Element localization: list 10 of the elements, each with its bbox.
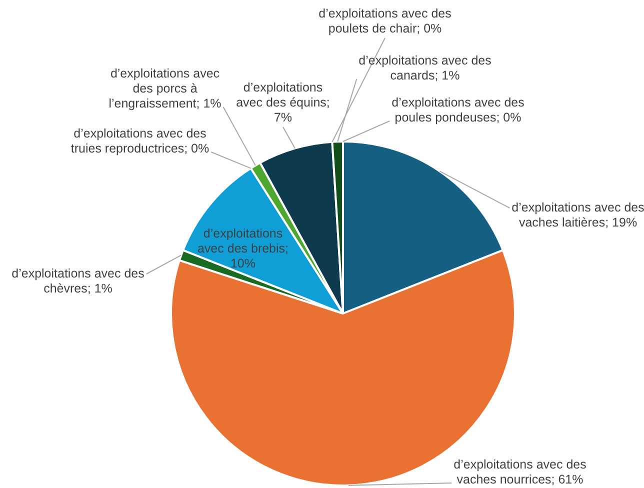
slice-label: d’exploitations avec des porcs à l’engraissement; 1% bbox=[108, 66, 222, 111]
category-label: d’exploitations avec des truies reproductrices; 0% bbox=[70, 126, 210, 156]
slice-label: d’exploitations avec des vaches nourrices; 61% bbox=[454, 458, 586, 487]
category-label: d’exploitations avec des poules pondeuses; 0% bbox=[392, 96, 524, 125]
slice-label: d’exploitations avec des chèvres; 1% bbox=[12, 266, 144, 296]
slice-label: d’exploitations avec des canards; 1% bbox=[358, 54, 492, 83]
slice-label: d’exploitations avec des vaches laitières; 19% bbox=[512, 200, 644, 230]
slice-label: d’exploitations avec des brebis; 10% bbox=[197, 226, 289, 271]
slice-label: d’exploitations avec des équins; 7% bbox=[236, 80, 330, 125]
category-label: d’exploitations avec des poulets de chair; 0% bbox=[318, 6, 452, 36]
